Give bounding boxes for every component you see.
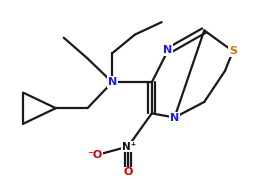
Text: ⁻O: ⁻O xyxy=(87,150,102,160)
Text: S: S xyxy=(229,46,237,56)
Text: N: N xyxy=(163,45,172,55)
Text: N⁺: N⁺ xyxy=(122,142,136,152)
Text: O: O xyxy=(123,167,133,177)
Text: N: N xyxy=(108,77,117,87)
Text: N: N xyxy=(170,112,179,122)
